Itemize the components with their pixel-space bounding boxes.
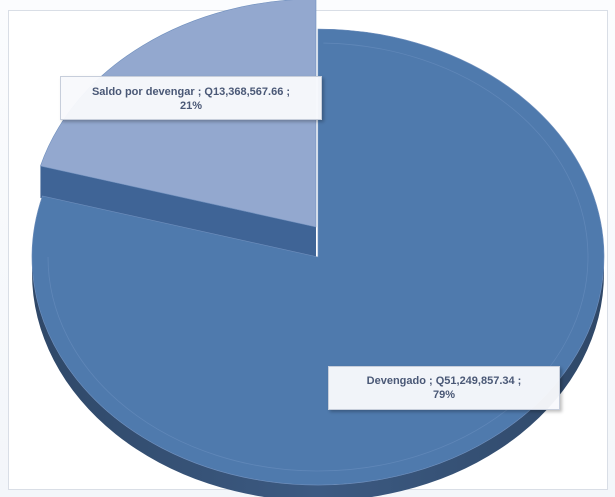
slice-percent-saldo: 21% — [179, 100, 203, 112]
data-label-devengado: Devengado ; Q51,249,857.34 ; 79% — [328, 366, 560, 410]
slice-percent-devengado: 79% — [432, 389, 456, 401]
slice-name-devengado: Devengado — [366, 375, 426, 387]
data-label-saldo-por-devengar: Saldo por devengar ; Q13,368,567.66 ; 21… — [60, 76, 322, 120]
slice-name-saldo: Saldo por devengar — [91, 86, 195, 98]
slice-value-saldo: Q13,368,567.66 — [204, 86, 284, 98]
slice-value-devengado: Q51,249,857.34 — [435, 375, 515, 387]
